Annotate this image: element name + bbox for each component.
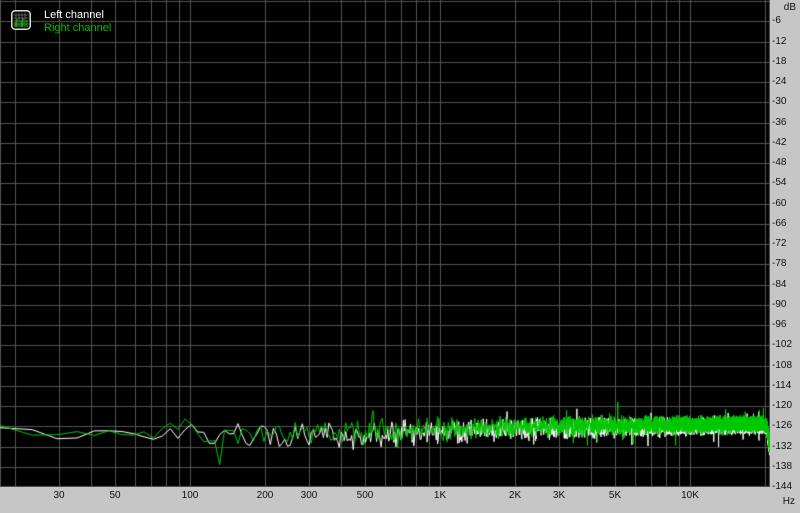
freq-axis-tick-label: 50 — [109, 490, 121, 501]
freq-axis-tick-label: 100 — [181, 490, 199, 501]
freq-axis-tick-label: 10K — [681, 490, 699, 501]
db-axis-tick-label: -54 — [772, 177, 787, 188]
db-axis-tick-label: -48 — [772, 157, 787, 168]
db-axis-tick-label: -108 — [772, 360, 793, 371]
db-axis-tick-label: -6 — [772, 15, 781, 26]
db-axis-tick-label: -30 — [772, 96, 787, 107]
db-axis-tick-label: -84 — [772, 279, 787, 290]
legend-left-channel-label: Left channel — [44, 9, 104, 21]
db-axis-tick-label: -90 — [772, 299, 787, 310]
frequency-axis-strip: 30 50 100 200 300 500 1K 2K 3K 5K 10K — [0, 487, 770, 513]
hz-unit-label: Hz — [782, 496, 795, 507]
db-axis-tick-label: -120 — [772, 400, 793, 411]
freq-axis-tick-label: 30 — [53, 490, 65, 501]
db-axis-tick-label: -102 — [772, 339, 793, 350]
db-axis-tick-label: -132 — [772, 441, 793, 452]
freq-axis-tick-label: 3K — [552, 490, 566, 501]
freq-axis-tick-label: 2K — [508, 490, 522, 501]
freq-axis-tick-label: 5K — [608, 490, 622, 501]
legend: Left channel Right channel — [11, 9, 111, 35]
db-axis-tick-label: -24 — [772, 76, 787, 87]
db-axis-tick-label: -138 — [772, 461, 793, 472]
db-axis-tick-label: -66 — [772, 218, 787, 229]
db-axis-tick-label: -72 — [772, 238, 787, 249]
db-axis-tick-label: -126 — [772, 420, 793, 431]
db-axis-tick-label: -60 — [772, 198, 787, 209]
db-axis-tick-label: -12 — [772, 36, 787, 47]
db-axis-tick-label: -18 — [772, 56, 787, 67]
freq-axis-tick-label: 500 — [356, 490, 374, 501]
freq-axis-tick-label: 200 — [256, 490, 274, 501]
freq-axis-tick-label: 1K — [433, 490, 447, 501]
legend-labels: Left channel Right channel — [44, 9, 111, 35]
db-axis-tick-label: -42 — [772, 137, 787, 148]
db-axis-tick-label: -96 — [772, 319, 787, 330]
db-axis-tick-label: -114 — [772, 380, 792, 391]
legend-right-channel-label: Right channel — [44, 22, 112, 34]
spectrum-thumbnail-icon[interactable] — [11, 10, 31, 30]
db-axis-tick-label: -36 — [772, 117, 787, 128]
freq-axis-tick-label: 300 — [300, 490, 318, 501]
db-axis-tick-label: -144 — [772, 481, 793, 492]
db-axis-tick-label: -78 — [772, 258, 787, 269]
spectrum-plot-canvas — [0, 0, 770, 487]
db-axis-strip: dB Hz -6 -12 -18 -24 -30 -36 -42 -48 -54 -60 -66 -7… — [770, 0, 800, 513]
db-unit-label: dB — [783, 2, 796, 13]
